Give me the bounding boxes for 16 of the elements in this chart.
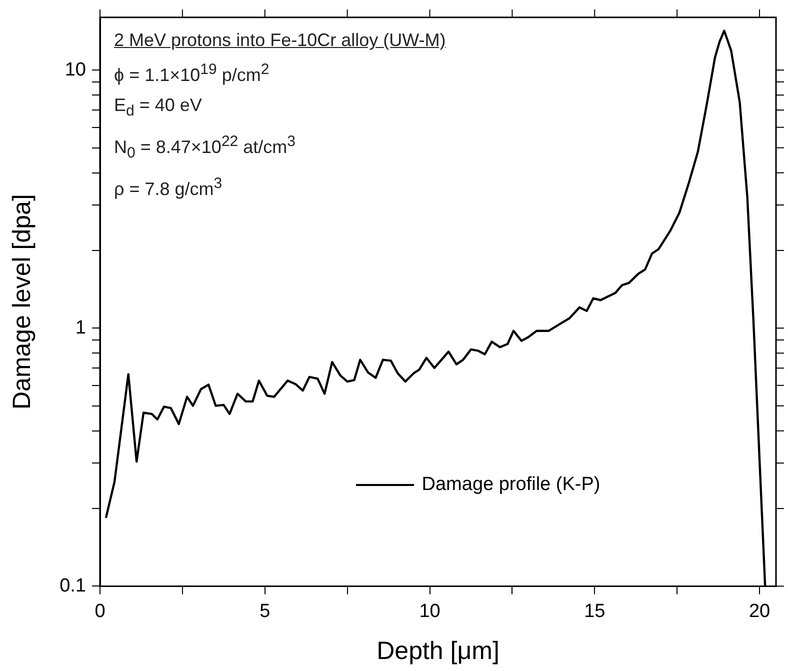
annotation: ϕ = 1.1×10$^{19}$ p/cm$^{2}$ <box>114 60 270 88</box>
annotation: N$_{0}$ = 8.47×10$^{22}$ at/cm$^{3}$ <box>114 132 296 164</box>
y-tick-label: 0.1 <box>60 575 86 596</box>
x-tick-label: 5 <box>260 600 270 622</box>
y-tick-label: 10 <box>64 59 86 80</box>
y-axis-title: Damage level [dpa] <box>8 194 36 410</box>
x-tick-label: 0 <box>94 600 106 622</box>
annotation: E$_{d}$ = 40 eV <box>114 94 203 122</box>
x-tick-label: 10 <box>419 600 440 622</box>
y-tick-label: 1 <box>75 317 86 338</box>
annotation: 2 MeV protons into Fe-10Cr alloy (UW-M) <box>114 29 446 52</box>
annotation: ρ = 7.8 g/cm$^{3}$ <box>114 174 224 201</box>
x-axis-title: Depth [μm] <box>376 636 500 665</box>
x-tick-label: 15 <box>584 600 606 622</box>
legend-label: Damage profile (K-P) <box>422 474 600 496</box>
x-tick-label: 20 <box>748 600 770 622</box>
